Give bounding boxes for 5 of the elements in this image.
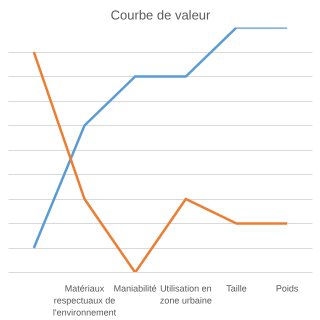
x-tick-label: Maniabilité [114,284,157,294]
x-tick-label: Taille [226,284,247,294]
chart-title: Courbe de valeur [110,8,212,22]
x-tick-label: Poids [276,284,299,294]
x-tick-label: Utilisation en zone urbaine [160,284,212,306]
